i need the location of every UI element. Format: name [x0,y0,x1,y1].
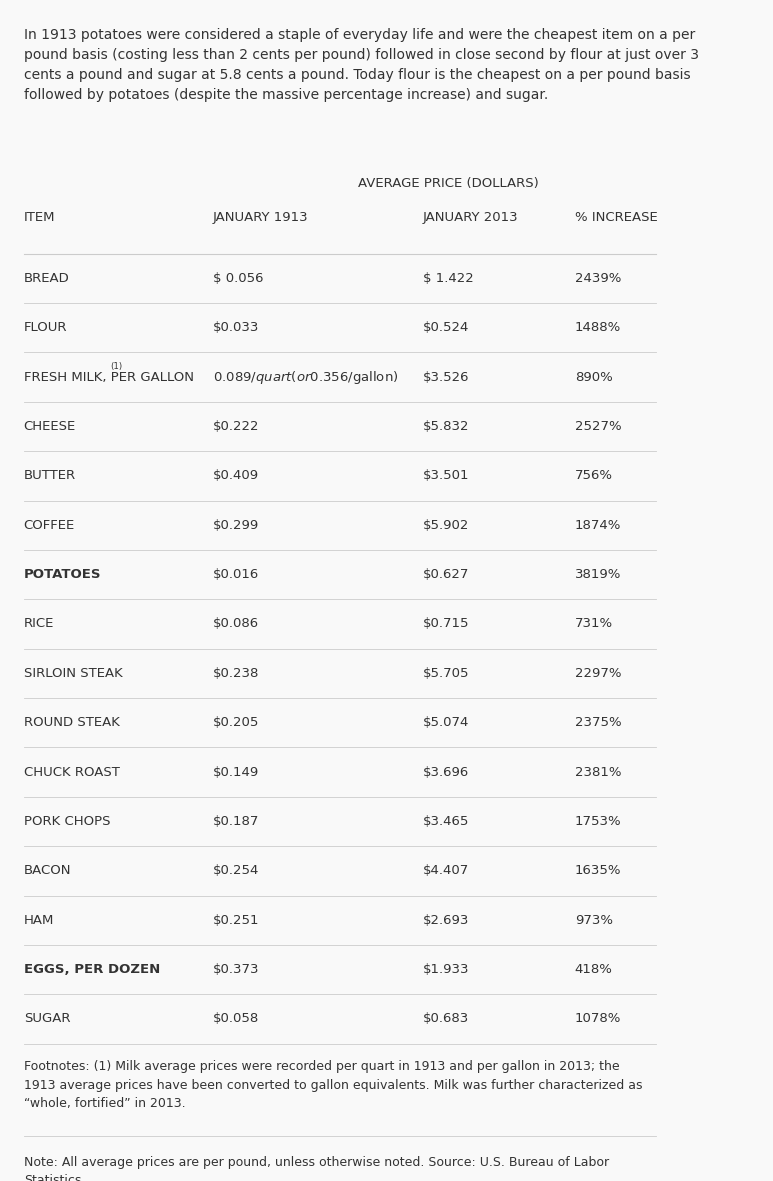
Text: 973%: 973% [574,914,613,927]
Text: $4.407: $4.407 [423,864,468,877]
Text: 2297%: 2297% [574,667,621,680]
Text: $0.238: $0.238 [213,667,260,680]
Text: BUTTER: BUTTER [24,469,76,482]
Text: 1635%: 1635% [574,864,621,877]
Text: BREAD: BREAD [24,272,70,285]
Text: $5.902: $5.902 [423,518,469,531]
Text: $0.299: $0.299 [213,518,259,531]
Text: $0.205: $0.205 [213,716,260,729]
Text: BACON: BACON [24,864,71,877]
Text: $5.832: $5.832 [423,420,469,433]
Text: ROUND STEAK: ROUND STEAK [24,716,120,729]
Text: FRESH MILK, PER GALLON: FRESH MILK, PER GALLON [24,371,194,384]
Text: SIRLOIN STEAK: SIRLOIN STEAK [24,667,122,680]
Text: ITEM: ITEM [24,211,55,224]
Text: EGGS, PER DOZEN: EGGS, PER DOZEN [24,963,160,977]
Text: SUGAR: SUGAR [24,1012,70,1025]
Text: Footnotes: (1) Milk average prices were recorded per quart in 1913 and per gallo: Footnotes: (1) Milk average prices were … [24,1061,642,1110]
Text: 1488%: 1488% [574,321,621,334]
Text: Note: All average prices are per pound, unless otherwise noted. Source: U.S. Bur: Note: All average prices are per pound, … [24,1156,609,1181]
Text: $3.696: $3.696 [423,765,468,778]
Text: % INCREASE: % INCREASE [574,211,658,224]
Text: $ 1.422: $ 1.422 [423,272,473,285]
Text: $3.465: $3.465 [423,815,469,828]
Text: 756%: 756% [574,469,613,482]
Text: $1.933: $1.933 [423,963,469,977]
Text: $0.222: $0.222 [213,420,260,433]
Text: $3.526: $3.526 [423,371,469,384]
Text: $0.016: $0.016 [213,568,259,581]
Text: $0.627: $0.627 [423,568,469,581]
Text: $0.187: $0.187 [213,815,260,828]
Text: JANUARY 2013: JANUARY 2013 [423,211,518,224]
Text: $0.033: $0.033 [213,321,260,334]
Text: 1078%: 1078% [574,1012,621,1025]
Text: JANUARY 1913: JANUARY 1913 [213,211,308,224]
Text: $2.693: $2.693 [423,914,469,927]
Text: $0.149: $0.149 [213,765,259,778]
Text: 2439%: 2439% [574,272,621,285]
Text: 2375%: 2375% [574,716,621,729]
Text: $0.254: $0.254 [213,864,260,877]
Text: 1874%: 1874% [574,518,621,531]
Text: $0.089/quart (or $0.356/gallon): $0.089/quart (or $0.356/gallon) [213,368,398,385]
Text: FLOUR: FLOUR [24,321,67,334]
Text: POTATOES: POTATOES [24,568,101,581]
Text: 890%: 890% [574,371,612,384]
Text: 3819%: 3819% [574,568,621,581]
Text: $ 0.056: $ 0.056 [213,272,264,285]
Text: PORK CHOPS: PORK CHOPS [24,815,111,828]
Text: COFFEE: COFFEE [24,518,75,531]
Text: $0.715: $0.715 [423,618,469,631]
Text: CHUCK ROAST: CHUCK ROAST [24,765,120,778]
Text: $3.501: $3.501 [423,469,469,482]
Text: RICE: RICE [24,618,54,631]
Text: 1753%: 1753% [574,815,621,828]
Text: $0.524: $0.524 [423,321,469,334]
Text: $0.373: $0.373 [213,963,260,977]
Text: $0.409: $0.409 [213,469,259,482]
Text: 2381%: 2381% [574,765,621,778]
Text: 731%: 731% [574,618,613,631]
Text: CHEESE: CHEESE [24,420,76,433]
Text: $0.058: $0.058 [213,1012,259,1025]
Text: 2527%: 2527% [574,420,621,433]
Text: (1): (1) [110,361,122,371]
Text: $0.086: $0.086 [213,618,259,631]
Text: 418%: 418% [574,963,612,977]
Text: $0.683: $0.683 [423,1012,468,1025]
Text: HAM: HAM [24,914,54,927]
Text: $5.705: $5.705 [423,667,469,680]
Text: AVERAGE PRICE (DOLLARS): AVERAGE PRICE (DOLLARS) [358,177,538,190]
Text: $5.074: $5.074 [423,716,469,729]
Text: $0.251: $0.251 [213,914,260,927]
Text: In 1913 potatoes were considered a staple of everyday life and were the cheapest: In 1913 potatoes were considered a stapl… [24,28,699,103]
